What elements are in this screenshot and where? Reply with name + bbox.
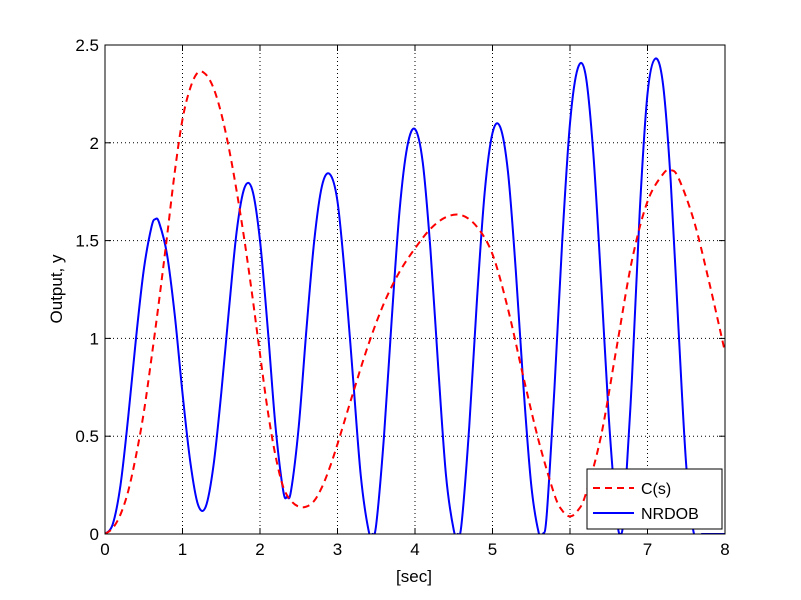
x-axis-label: [sec] bbox=[396, 567, 432, 586]
x-tick-label: 0 bbox=[100, 540, 109, 559]
legend-box bbox=[586, 468, 723, 530]
x-tick-label: 6 bbox=[565, 540, 574, 559]
grid bbox=[105, 45, 725, 534]
y-tick-label: 2 bbox=[90, 134, 99, 153]
x-tick-label: 5 bbox=[488, 540, 497, 559]
y-tick-label: 0 bbox=[90, 525, 99, 544]
y-tick-label: 0.5 bbox=[75, 427, 99, 446]
legend-label-c-s: C(s) bbox=[641, 481, 671, 498]
y-axis-label: Output, y bbox=[47, 254, 66, 323]
y-tick-label: 1 bbox=[90, 329, 99, 348]
y-tick-label: 2.5 bbox=[75, 36, 99, 55]
legend-label-nrdob: NRDOB bbox=[641, 506, 699, 523]
y-tick-label: 1.5 bbox=[75, 232, 99, 251]
legend: C(s) NRDOB bbox=[586, 468, 723, 530]
x-tick-label: 3 bbox=[333, 540, 342, 559]
x-tick-label: 4 bbox=[410, 540, 419, 559]
x-tick-label: 1 bbox=[178, 540, 187, 559]
ticks: 0 1 2 3 4 5 6 7 8 0 0.5 1 1.5 2 2.5 bbox=[75, 36, 729, 559]
x-tick-label: 8 bbox=[720, 540, 729, 559]
x-tick-label: 2 bbox=[255, 540, 264, 559]
x-tick-label: 7 bbox=[643, 540, 652, 559]
